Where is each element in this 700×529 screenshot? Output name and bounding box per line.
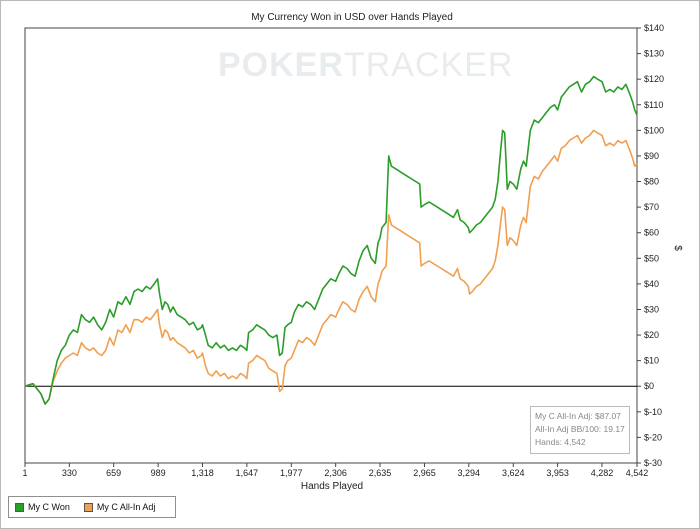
x-tick-label: 2,306 <box>324 468 347 478</box>
legend-swatch-won <box>15 502 24 512</box>
legend: My C Won My C All-In Adj <box>8 496 176 518</box>
plot-area <box>24 27 638 464</box>
x-tick-label: 3,953 <box>546 468 569 478</box>
y-tick-label: $70 <box>644 202 659 212</box>
x-tick-label: 1,647 <box>236 468 259 478</box>
legend-swatch-allin-adj <box>83 502 93 512</box>
stats-hands: Hands: 4,542 <box>535 437 586 447</box>
x-tick-label: 2,965 <box>413 468 436 478</box>
chart-title: My Currency Won in USD over Hands Played <box>251 12 453 23</box>
y-tick-label: $30 <box>644 304 659 314</box>
y-tick-label: $50 <box>644 253 659 263</box>
x-tick-label: 3,294 <box>458 468 481 478</box>
series-line-my-c-won <box>24 75 638 405</box>
y-tick-label: $20 <box>644 330 659 340</box>
stats-box: My C All-In Adj: $87.07 All-In Adj BB/10… <box>530 406 630 454</box>
series-layer <box>24 75 638 405</box>
x-tick-label: 3,624 <box>502 468 525 478</box>
y-tick-label: $0 <box>644 381 654 391</box>
y-axis-label: $ <box>672 245 683 251</box>
y-tick-label: $90 <box>644 151 659 161</box>
y-tick-label: $100 <box>644 125 664 135</box>
y-tick-label: $130 <box>644 49 664 59</box>
x-tick-label: 4,282 <box>591 468 614 478</box>
y-tick-label: $40 <box>644 279 659 289</box>
x-tick-label: 1 <box>22 468 27 478</box>
stats-bb-per-100: All-In Adj BB/100: 19.17 <box>535 424 625 434</box>
x-tick-label: 330 <box>62 468 77 478</box>
x-axis: 1 330 659 989 1,318 1,647 1,977 2,306 2,635 2,965… <box>22 463 648 478</box>
y-tick-label: $-10 <box>644 407 662 417</box>
x-tick-label: 2,635 <box>369 468 392 478</box>
series-line-my-c-all-in-adj <box>24 129 638 405</box>
y-tick-label: $110 <box>644 100 663 110</box>
y-axis: $-30 $-20 $-10 $0 $10 $20 $30 $40 $50 $60 $70 $80 $9… <box>637 23 664 468</box>
stats-all-in-adj: My C All-In Adj: $87.07 <box>535 411 621 421</box>
y-tick-label: $140 <box>644 23 664 33</box>
x-tick-label: 989 <box>151 468 166 478</box>
x-tick-label: 1,977 <box>280 468 303 478</box>
legend-label-won: My C Won <box>28 502 70 512</box>
legend-item-won[interactable]: My C Won <box>15 502 70 512</box>
x-tick-label: 659 <box>106 468 121 478</box>
x-axis-label: Hands Played <box>301 481 363 492</box>
y-tick-label: $80 <box>644 177 659 187</box>
y-tick-label: $10 <box>644 356 659 366</box>
y-tick-label: $-20 <box>644 432 662 442</box>
y-tick-label: $60 <box>644 228 659 238</box>
y-tick-label: $120 <box>644 74 664 84</box>
legend-label-allin-adj: My C All-In Adj <box>96 502 156 512</box>
x-tick-label: 1,318 <box>191 468 214 478</box>
legend-item-allin-adj[interactable]: My C All-In Adj <box>83 502 156 512</box>
x-tick-label: 4,542 <box>626 468 649 478</box>
y-tick-label: $-30 <box>644 458 662 468</box>
